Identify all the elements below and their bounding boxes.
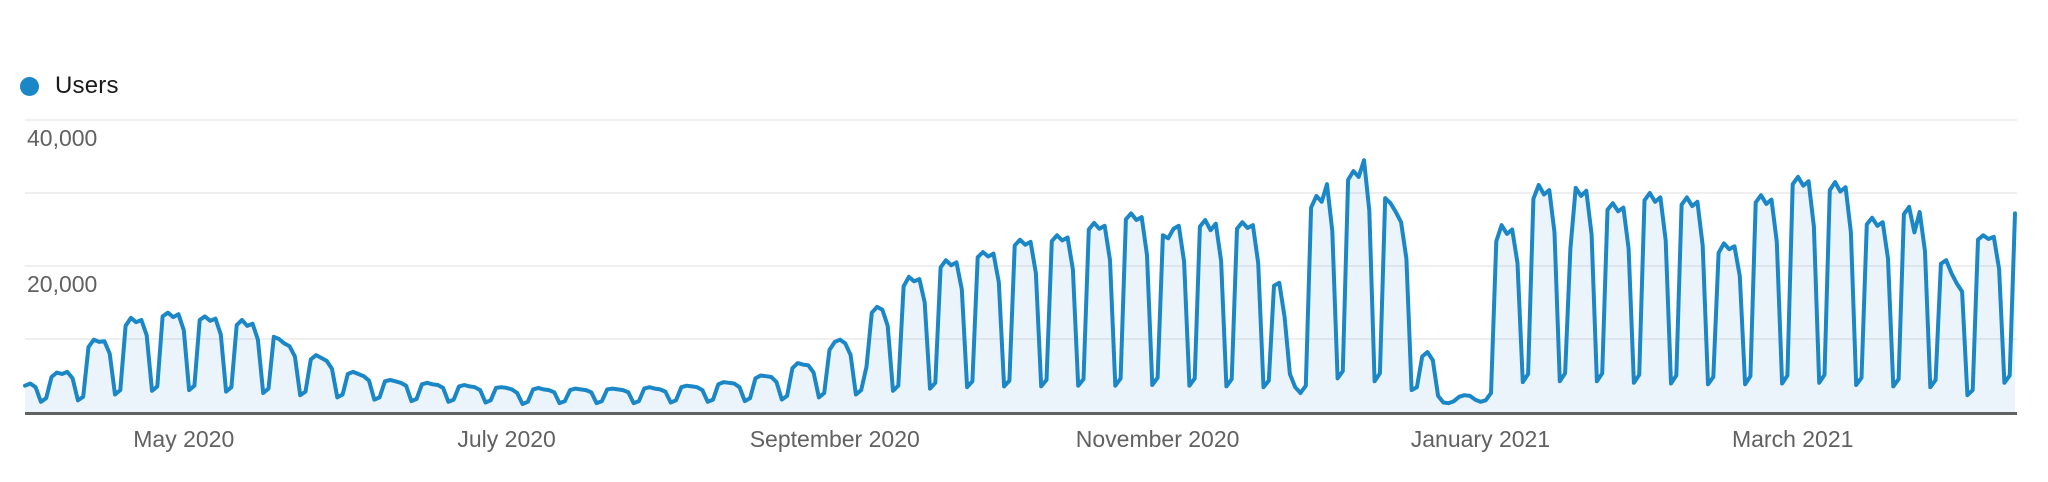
y-tick-label-20000: 20,000 [27,271,98,297]
x-tick-label-may-2020: May 2020 [133,426,235,452]
x-tick-label-november-2020: November 2020 [1075,426,1240,452]
x-tick-label-july-2020: July 2020 [457,426,556,452]
x-tick-label-march-2021: March 2021 [1731,426,1854,452]
legend-users-label: Users [55,72,119,99]
y-tick-label-40000: 40,000 [27,125,98,151]
users-area-fill [25,160,2015,412]
users-line-series[interactable] [23,158,2017,406]
x-tick-label-september-2020: September 2020 [749,426,920,452]
x-tick-label-january-2021: January 2021 [1410,426,1551,452]
chart-legend: Users [20,72,119,100]
legend-users-dot-icon [20,76,39,96]
